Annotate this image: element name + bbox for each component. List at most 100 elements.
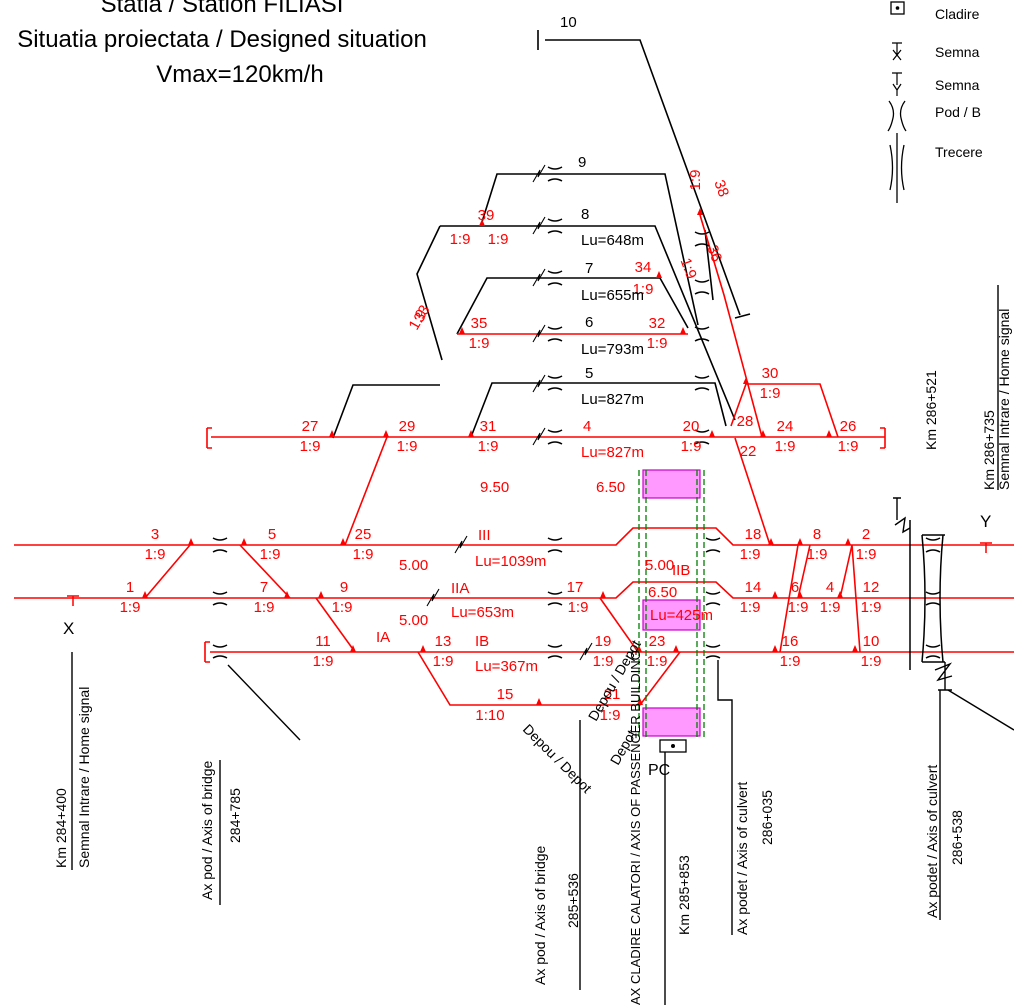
track-name: 8: [581, 206, 589, 223]
track-36-38: [699, 214, 763, 438]
switch-no: 23: [649, 633, 666, 650]
track-length: Lu=367m: [475, 658, 538, 675]
platform-top: [642, 469, 701, 499]
switch-marker: [760, 430, 766, 437]
bridge-icon: [887, 100, 907, 132]
switch-no: 28: [737, 413, 754, 430]
switch-marker: [680, 327, 686, 334]
km-value: Km 285+853: [676, 855, 692, 935]
switch-no: 33: [411, 302, 434, 325]
switch-ratio: 1:9: [433, 653, 454, 670]
km-value: 284+785: [227, 788, 243, 843]
switch-no: 30: [762, 365, 779, 382]
track-name: IIA: [451, 580, 469, 597]
switch-no: 10: [863, 633, 880, 650]
bridge-icon: [547, 537, 563, 553]
switch-no: 32: [649, 315, 666, 332]
switch-ratio: 1:9: [647, 653, 668, 670]
switch-no: 11: [315, 633, 331, 650]
track-name: 7: [585, 260, 593, 277]
culvert-icon: [694, 429, 710, 445]
switch-no: 20: [683, 418, 700, 435]
switch-marker: [837, 591, 843, 598]
track-8: [416, 225, 736, 421]
track-name: 10: [560, 14, 577, 31]
switch-ratio: 1:9: [775, 438, 796, 455]
track-28-link: [730, 383, 771, 546]
switch-ratio: 1:9: [332, 599, 353, 616]
track-name: IA: [376, 629, 390, 646]
switch-marker: [797, 591, 803, 598]
signal-x-icon: [892, 42, 902, 61]
bridge-icon: [212, 591, 228, 606]
switch-marker: [772, 645, 778, 652]
station-end-y: Y: [980, 512, 991, 531]
km-value: 285+536: [565, 873, 581, 928]
switch-no: 21: [604, 686, 621, 703]
switch-ratio: 1:9: [856, 546, 877, 563]
track-length: Lu=827m: [581, 391, 644, 408]
switch-no: 9: [340, 579, 348, 596]
switch-marker: [459, 327, 465, 334]
level-crossing: [909, 520, 945, 670]
switch-marker: [350, 645, 356, 652]
switch-no: 38: [710, 178, 732, 199]
switch-no: 31: [480, 418, 497, 435]
track-name: IIB: [672, 562, 690, 579]
bridge-icon: [547, 591, 563, 606]
bridge-icon: [212, 537, 228, 553]
track-length: Lu=1039m: [475, 553, 546, 570]
switch-marker: [743, 377, 749, 384]
legend-building: Cladire: [935, 6, 980, 22]
switch-no: 22: [740, 443, 757, 460]
switch-no: 3: [151, 526, 159, 543]
switch-markers: [142, 208, 858, 705]
switch-labels: 1 1:9 3 1:9 5 1:9 7 1:9 9 1:9 11 1:9 13 …: [120, 170, 882, 724]
switch-ratio: 1:9: [353, 546, 374, 563]
signals: [67, 497, 992, 691]
bridge-icon: [547, 375, 563, 391]
switch-ratio: 1:9: [677, 256, 700, 281]
track-name: III: [478, 527, 491, 544]
switch-marker: [383, 430, 389, 437]
switch-no: 27: [302, 418, 319, 435]
insulation-marks: [426, 164, 593, 661]
switch-no: 15: [497, 686, 514, 703]
crossover-9-11: [315, 597, 356, 653]
switch-no: 25: [355, 526, 372, 543]
culvert-icon: [694, 375, 710, 391]
platform-passage: [638, 470, 705, 740]
switch-marker: [826, 430, 832, 437]
track-7: [456, 277, 689, 335]
building-icon-dot: [895, 6, 900, 10]
switch-ratio: 1:9: [450, 231, 471, 248]
distance: 5.00: [645, 557, 674, 574]
switch-ratio: 1:9: [681, 438, 702, 455]
km-value: Km 286+735: [981, 410, 997, 490]
switch-ratio: 1:9: [488, 231, 509, 248]
switch-no: 24: [777, 418, 794, 435]
track-name: 4: [583, 418, 591, 435]
track-length: Lu=827m: [581, 444, 644, 461]
culvert-icon: [694, 326, 710, 342]
switch-no: 5: [268, 526, 276, 543]
switch-ratio: 1:9: [254, 599, 275, 616]
switch-no: 4: [826, 579, 834, 596]
switch-ratio: 1:9: [568, 599, 589, 616]
home-signal-y: [980, 542, 992, 553]
track-length: Lu=425m: [650, 607, 713, 624]
km-value: Km 284+400: [53, 788, 69, 868]
culvert-icon: [925, 591, 941, 606]
switch-no: 34: [635, 259, 652, 276]
legend-bridge: Pod / B: [935, 104, 981, 120]
switch-marker: [420, 645, 426, 652]
km-desc: AX CLADIRE CALATORI / AXIS OF PASSENGER …: [628, 650, 643, 1005]
pc-label: PC: [648, 762, 670, 779]
pc-building-icon: [659, 739, 687, 753]
bridge-icon: [547, 429, 563, 445]
switch-ratio: 1:9: [788, 599, 809, 616]
switch-marker: [772, 591, 778, 598]
crossover-17-23: [599, 597, 639, 653]
switch-no: 36: [703, 243, 725, 264]
switch-ratio: 1:9: [861, 599, 882, 616]
